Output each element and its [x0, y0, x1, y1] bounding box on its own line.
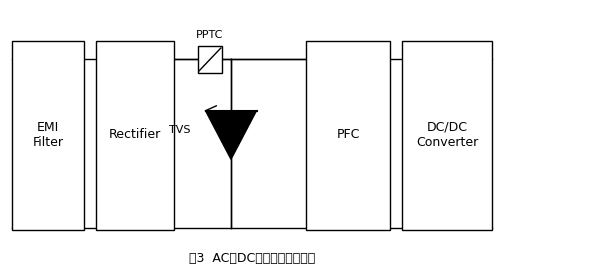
Text: PFC: PFC — [337, 129, 359, 141]
Bar — [402, 40, 492, 230]
Bar — [12, 40, 84, 230]
Text: 图3  AC转DC后防护电路示意图: 图3 AC转DC后防护电路示意图 — [189, 252, 315, 265]
Bar — [198, 46, 222, 73]
Text: DC/DC
Converter: DC/DC Converter — [416, 121, 478, 149]
Text: EMI
Filter: EMI Filter — [32, 121, 64, 149]
Text: Rectifier: Rectifier — [109, 129, 161, 141]
Text: PPTC: PPTC — [196, 31, 224, 40]
Bar — [306, 40, 390, 230]
Bar — [96, 40, 174, 230]
Polygon shape — [206, 111, 257, 159]
Text: TVS: TVS — [169, 124, 191, 135]
